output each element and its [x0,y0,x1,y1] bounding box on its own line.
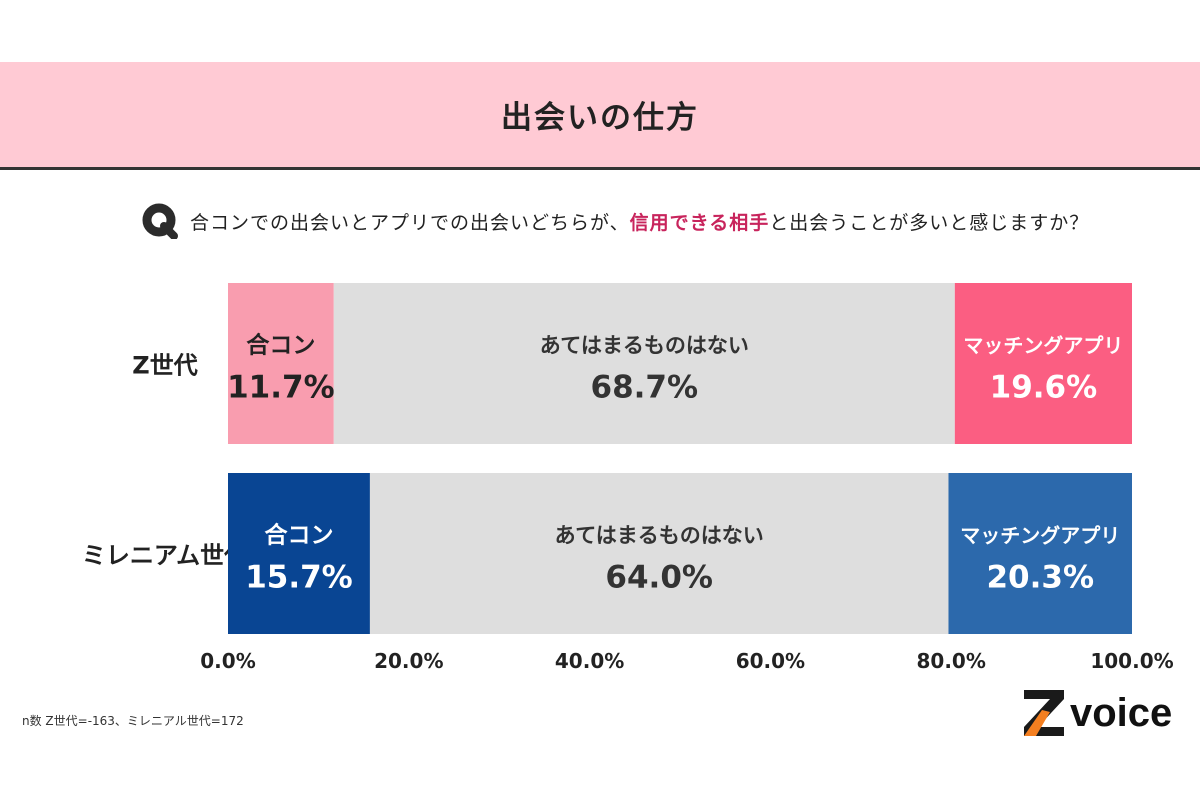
segment-value-label: 64.0% [605,560,713,596]
bar-segment [333,283,955,444]
segment-value-label: 68.7% [591,370,699,406]
bar-segment [954,283,1132,444]
segment-name-label: マッチングアプリ [963,334,1123,358]
x-tick-label: 60.0% [736,649,805,673]
bar-segment [369,473,949,634]
chart-title: 出会いの仕方 [501,100,699,136]
x-tick-label: 20.0% [374,649,443,673]
x-tick-label: 80.0% [917,649,986,673]
question-text: 合コンでの出会いとアプリでの出会いどちらが、信用できる相手と出会うことが多いと感… [190,208,1089,235]
bar-segment [228,283,334,444]
segment-name-label: あてはまるものはない [555,524,764,548]
segment-value-label: 19.6% [990,370,1098,406]
segment-name-label: マッチングアプリ [960,524,1120,548]
x-tick-label: 40.0% [555,649,624,673]
bar-segment [228,473,370,634]
category-label: ミレニアム世代 [82,542,248,570]
segment-name-label: 合コン [246,332,315,359]
segment-name-label: 合コン [264,522,333,549]
question-prefix: 合コンでの出会いとアプリでの出会いどちらが、 [190,211,630,234]
x-tick-label: 100.0% [1090,649,1173,673]
logo-text: voice [1070,690,1173,735]
footnote: n数 Z世代=-163、ミレニアル世代=172 [22,714,244,728]
bar-segment [948,473,1132,634]
segment-value-label: 20.3% [986,560,1094,596]
segment-name-label: あてはまるものはない [540,334,749,358]
x-tick-label: 0.0% [200,649,255,673]
category-label: Z世代 [132,352,197,380]
segment-value-label: 15.7% [245,560,353,596]
question-highlight: 信用できる相手 [629,211,770,234]
question-suffix: と出会うことが多いと感じますか？ [769,211,1090,234]
zvoice-logo: voice [1022,688,1172,738]
segment-value-label: 11.7% [227,370,335,406]
q-icon [142,203,178,239]
question-row: 合コンでの出会いとアプリでの出会いどちらが、信用できる相手と出会うことが多いと感… [142,203,1089,239]
z-logo-mark [1024,690,1064,736]
title-banner: 出会いの仕方 [0,62,1200,170]
